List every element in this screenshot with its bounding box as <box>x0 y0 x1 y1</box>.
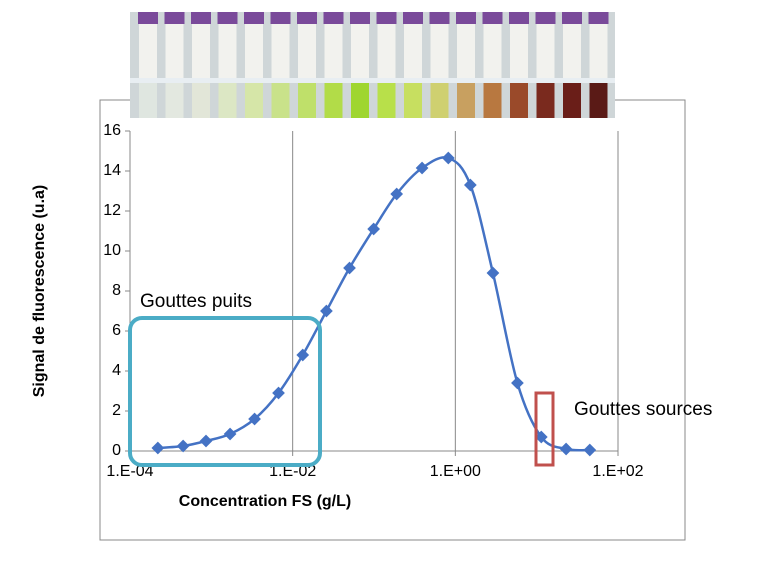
point <box>415 161 429 175</box>
tube-liquid <box>351 82 369 118</box>
tube-cap <box>429 12 450 24</box>
annotation: Gouttes puits <box>140 291 252 312</box>
point <box>343 261 356 275</box>
tube-cap <box>244 12 264 24</box>
y-tick-label: 14 <box>103 162 121 179</box>
point <box>151 441 165 455</box>
point <box>486 266 500 280</box>
point <box>223 427 237 441</box>
point <box>296 348 310 362</box>
photo <box>130 12 615 118</box>
point <box>320 304 333 318</box>
x-tick-label: 1.E+02 <box>592 463 643 480</box>
tube-liquid <box>192 82 210 118</box>
y-tick-label: 6 <box>112 322 121 339</box>
tube-cap <box>588 12 609 24</box>
y-axis-label: Signal de fluorescence (u.a) <box>31 185 48 398</box>
tube-liquid <box>483 82 502 118</box>
y-tick-label: 16 <box>103 122 121 139</box>
tube-liquid <box>430 82 449 118</box>
tube-cap <box>376 12 397 24</box>
tube-liquid <box>536 82 555 118</box>
tube-cap <box>217 12 238 24</box>
tube-liquid <box>165 82 184 118</box>
point <box>367 222 381 236</box>
x-tick-label: 1.E-02 <box>269 463 316 480</box>
tube-liquid <box>457 82 475 118</box>
annotation: Gouttes sources <box>574 399 712 420</box>
point <box>248 412 261 426</box>
point <box>272 386 285 400</box>
point <box>176 439 190 453</box>
y-tick-label: 4 <box>112 362 121 379</box>
tube-cap <box>297 12 317 24</box>
y-tick-label: 12 <box>103 202 121 219</box>
y-tick-label: 0 <box>112 442 121 459</box>
tube-cap <box>270 12 291 24</box>
tube-cap <box>164 12 185 24</box>
tube-liquid <box>404 82 422 118</box>
x-tick-label: 1.E-04 <box>106 463 153 480</box>
tube-liquid <box>563 82 581 118</box>
tube-liquid <box>298 82 316 118</box>
tube-liquid <box>271 82 290 118</box>
tube-liquid <box>377 82 396 118</box>
y-tick-label: 8 <box>112 282 121 299</box>
tube-cap <box>482 12 503 24</box>
tube-cap <box>350 12 370 24</box>
rack <box>130 78 615 83</box>
x-tick-label: 1.E+00 <box>430 463 481 480</box>
tube-liquid <box>324 82 343 118</box>
x-axis-label: Concentration FS (g/L) <box>179 493 351 510</box>
point <box>441 151 455 165</box>
point <box>199 434 213 448</box>
tube-liquid <box>589 82 608 118</box>
photo-bg <box>130 12 615 118</box>
tube-cap <box>456 12 476 24</box>
tube-cap <box>535 12 556 24</box>
annotation-box <box>128 316 322 467</box>
tube-cap <box>323 12 344 24</box>
tube-liquid <box>245 82 263 118</box>
tube-liquid <box>510 82 528 118</box>
point <box>463 178 477 192</box>
annotation-box <box>534 391 555 467</box>
y-tick-label: 10 <box>103 242 121 259</box>
tube-cap <box>138 12 158 24</box>
tube-cap <box>191 12 211 24</box>
tube-liquid <box>218 82 237 118</box>
tube-cap <box>403 12 423 24</box>
tube-liquid <box>139 82 157 118</box>
y-tick-label: 2 <box>112 402 121 419</box>
tube-cap <box>509 12 529 24</box>
point <box>390 187 404 201</box>
tube-cap <box>562 12 582 24</box>
